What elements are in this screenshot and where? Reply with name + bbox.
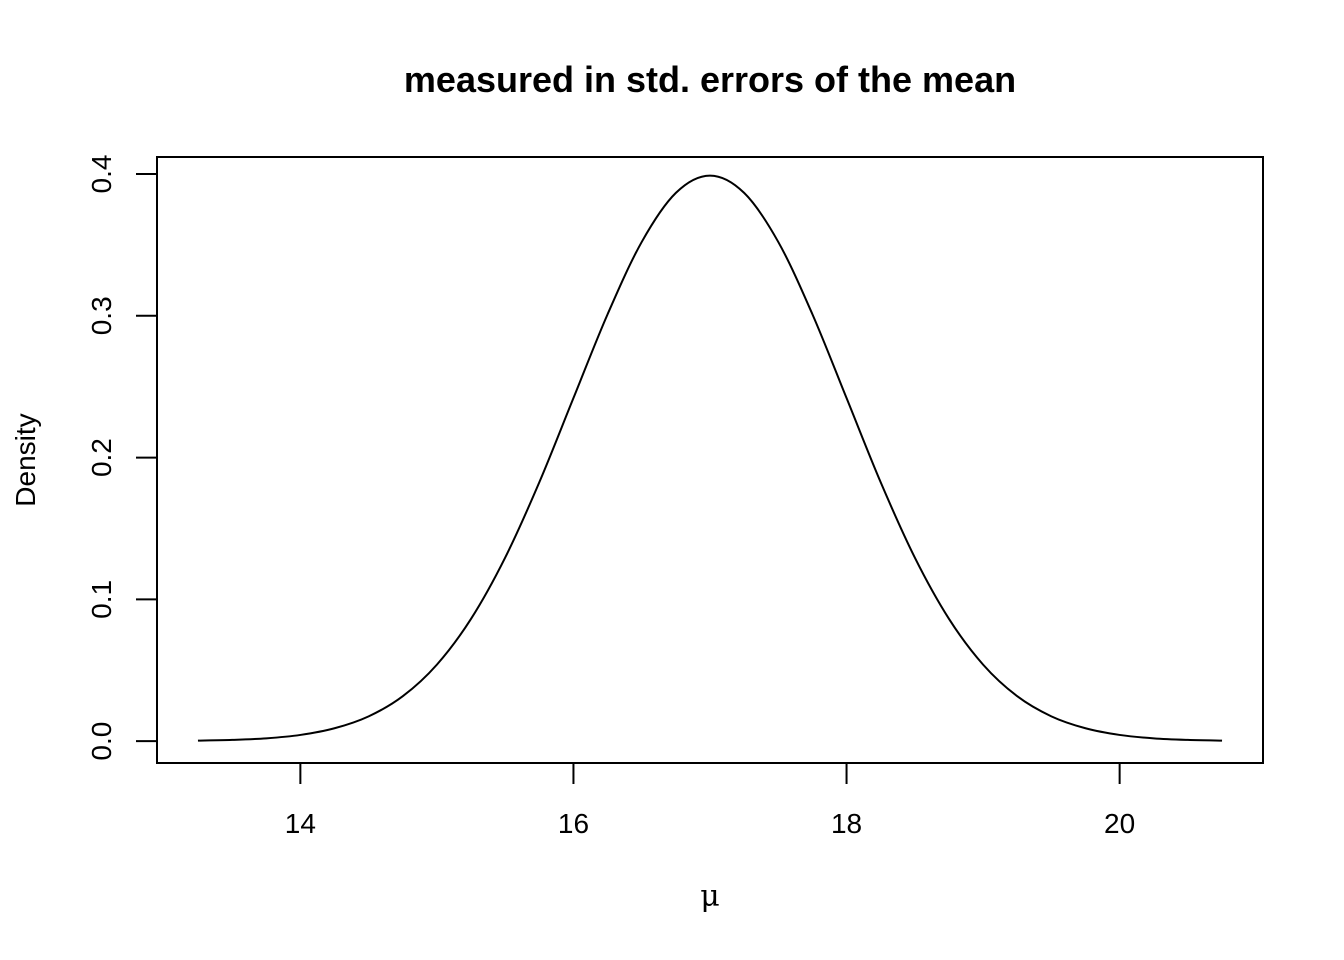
- x-axis-label: μ: [700, 879, 720, 914]
- x-tick-label: 14: [285, 808, 316, 839]
- x-tick-label: 18: [831, 808, 862, 839]
- density-curve: [197, 174, 1223, 742]
- series-layer: [197, 174, 1223, 742]
- x-tick-label: 20: [1104, 808, 1135, 839]
- plot-frame: [156, 156, 1264, 764]
- x-tick-label: 16: [558, 808, 589, 839]
- y-tick-label: 0.3: [86, 296, 117, 335]
- x-axis: 14 16 18 20: [285, 762, 1135, 839]
- y-tick-label: 0.0: [86, 722, 117, 761]
- y-tick-label: 0.2: [86, 438, 117, 477]
- y-tick-label: 0.4: [86, 155, 117, 194]
- chart-title: measured in std. errors of the mean: [404, 59, 1016, 100]
- y-axis: 0.0 0.1 0.2 0.3 0.4: [86, 155, 158, 761]
- y-axis-label: Density: [10, 413, 41, 506]
- y-tick-label: 0.1: [86, 580, 117, 619]
